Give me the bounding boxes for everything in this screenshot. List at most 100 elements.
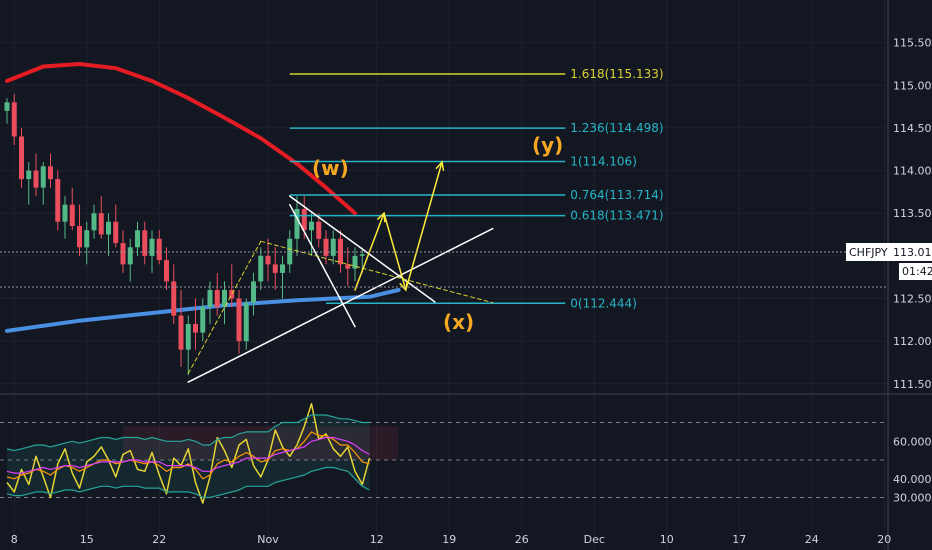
osc-series-fast bbox=[6, 403, 371, 504]
price-tick-label: 115.000 bbox=[893, 79, 932, 92]
fib-label-0: 0(112.444) bbox=[570, 296, 637, 310]
candle-body bbox=[359, 254, 365, 256]
osc-tick-label: 60.0000 bbox=[893, 435, 932, 448]
candle-body bbox=[243, 302, 249, 342]
candle-body bbox=[265, 255, 271, 265]
candle-body bbox=[294, 208, 300, 239]
time-tick-label: 19 bbox=[442, 533, 456, 546]
dashed-projection-line bbox=[187, 240, 262, 374]
dashed-projection-line bbox=[260, 240, 494, 304]
candle-body bbox=[178, 315, 184, 350]
time-tick-label: 20 bbox=[877, 533, 891, 546]
time-tick-label: 17 bbox=[732, 533, 746, 546]
candle-body bbox=[127, 247, 133, 265]
candle-body bbox=[120, 243, 126, 265]
candlestick-series bbox=[4, 93, 365, 376]
candle-body bbox=[323, 238, 329, 256]
price-tick-label: 115.500 bbox=[893, 37, 932, 50]
price-tick-label: 112.500 bbox=[893, 292, 932, 305]
projection-arrowhead bbox=[399, 280, 409, 292]
countdown-bg bbox=[899, 263, 932, 280]
time-tick-label: 15 bbox=[80, 533, 94, 546]
wave-label-y: (y) bbox=[532, 133, 563, 157]
candle-body bbox=[26, 170, 32, 180]
candle-body bbox=[301, 208, 307, 231]
candle-body bbox=[330, 238, 336, 256]
candle-body bbox=[149, 238, 155, 256]
candle-body bbox=[185, 324, 191, 350]
candle-body bbox=[84, 230, 90, 248]
candle-body bbox=[214, 289, 220, 308]
fib-label-0.618: 0.618(113.471) bbox=[570, 209, 663, 223]
projection-path bbox=[354, 161, 443, 291]
trend-line bbox=[289, 203, 356, 328]
candle-body bbox=[11, 102, 17, 137]
projection-arrowhead bbox=[376, 211, 386, 223]
candle-body bbox=[236, 298, 242, 342]
candle-body bbox=[222, 289, 227, 308]
candle-body bbox=[98, 213, 104, 235]
candle-body bbox=[4, 102, 10, 111]
countdown-text: 01:42 bbox=[902, 265, 932, 278]
time-tick-label: Nov bbox=[257, 533, 279, 546]
time-tick-label: 24 bbox=[805, 533, 819, 546]
price-tick-label: 114.500 bbox=[893, 122, 932, 135]
osc-series-band_lower bbox=[6, 466, 370, 499]
fibonacci-levels: 1.618(115.133) 1.236(114.498) 1(114.106) 0.… bbox=[289, 67, 664, 310]
wave-label-x: (x) bbox=[443, 310, 474, 334]
candle-body bbox=[316, 221, 322, 239]
oscillator-panel bbox=[0, 403, 888, 504]
time-tick-label: Dec bbox=[584, 533, 605, 546]
candle-body bbox=[106, 221, 111, 235]
candle-body bbox=[251, 281, 256, 303]
candle-body bbox=[200, 307, 206, 333]
candle-body bbox=[62, 204, 68, 222]
price-tick-label: 113.500 bbox=[893, 207, 932, 220]
countdown-tag: 01:42 bbox=[899, 263, 932, 280]
candle-body bbox=[272, 264, 278, 273]
fib-label-1: 1(114.106) bbox=[570, 155, 637, 169]
candle-body bbox=[142, 230, 148, 256]
candle-body bbox=[164, 260, 169, 282]
candle-body bbox=[91, 213, 97, 231]
ma-red-line bbox=[5, 62, 357, 216]
candle-body bbox=[69, 204, 75, 226]
time-tick-label: 10 bbox=[660, 533, 674, 546]
moving-averages bbox=[5, 62, 401, 333]
osc-series-band_upper bbox=[6, 414, 370, 452]
price-tick-label: 111.500 bbox=[893, 378, 932, 391]
candle-body bbox=[207, 289, 213, 308]
candle-body bbox=[156, 238, 162, 261]
candle-body bbox=[345, 264, 351, 269]
osc-series-signal bbox=[6, 431, 370, 480]
candle-body bbox=[193, 324, 198, 333]
candle-body bbox=[19, 136, 24, 180]
candle-body bbox=[135, 230, 140, 248]
price-tick-label: 112.000 bbox=[893, 335, 932, 348]
wave-label-w: (w) bbox=[312, 156, 349, 180]
candle-body bbox=[352, 255, 358, 269]
candle-body bbox=[309, 221, 314, 231]
candle-body bbox=[55, 179, 61, 222]
time-tick-label: 26 bbox=[515, 533, 529, 546]
candle-body bbox=[113, 221, 119, 244]
time-tick-label: 8 bbox=[11, 533, 18, 546]
osc-series-ma bbox=[6, 436, 370, 474]
symbol-price: 113.018 bbox=[893, 246, 932, 259]
symbol-tag-bg bbox=[846, 243, 932, 261]
projection-arrowhead bbox=[435, 160, 445, 172]
candle-body bbox=[33, 170, 39, 188]
fib-label-1.618: 1.618(115.133) bbox=[570, 67, 663, 81]
candle-body bbox=[40, 166, 46, 188]
price-axis: 111.500112.000112.500113.000113.500114.0… bbox=[893, 37, 932, 391]
time-tick-label: 12 bbox=[370, 533, 384, 546]
symbol-tag[interactable]: CHFJPY 113.018 bbox=[846, 243, 932, 261]
osc-tick-label: 40.0000 bbox=[893, 473, 932, 486]
fib-label-0.764: 0.764(113.714) bbox=[570, 188, 663, 202]
trend-line bbox=[289, 195, 436, 303]
candle-body bbox=[171, 281, 177, 316]
price-tick-label: 114.000 bbox=[893, 165, 932, 178]
symbol-name: CHFJPY bbox=[849, 246, 888, 259]
candle-body bbox=[48, 166, 53, 180]
